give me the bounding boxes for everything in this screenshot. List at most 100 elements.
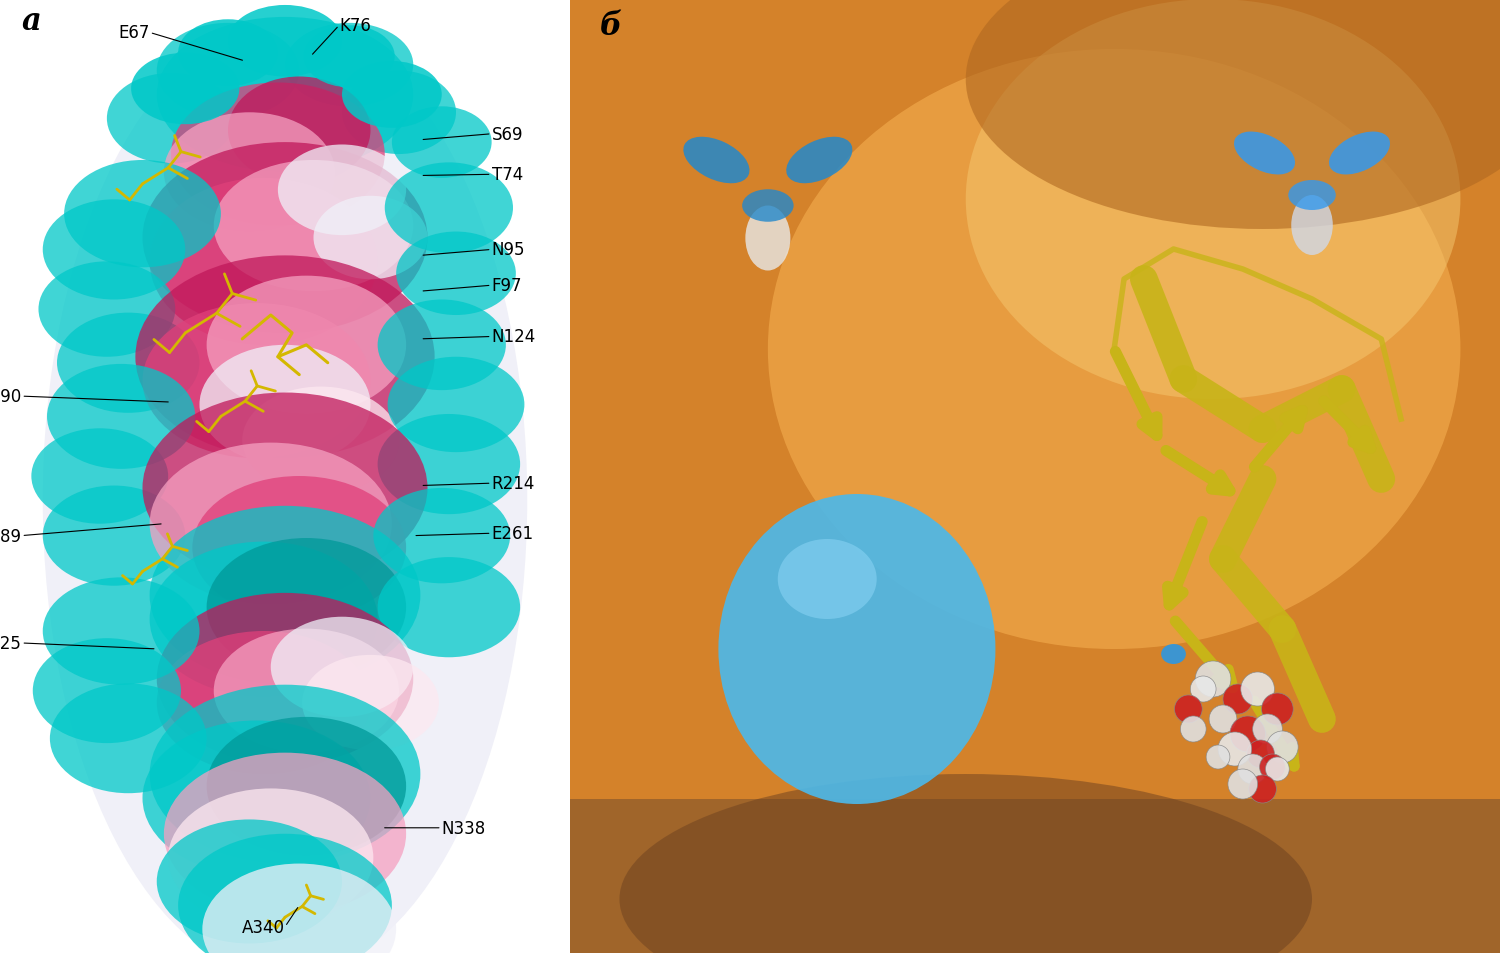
- Ellipse shape: [1248, 775, 1276, 803]
- Ellipse shape: [213, 161, 412, 292]
- Ellipse shape: [1292, 195, 1334, 255]
- Text: б: б: [600, 11, 621, 42]
- Ellipse shape: [384, 163, 513, 253]
- Ellipse shape: [1180, 717, 1206, 742]
- Ellipse shape: [387, 357, 525, 453]
- Ellipse shape: [1329, 132, 1390, 175]
- Ellipse shape: [106, 74, 236, 164]
- Ellipse shape: [342, 62, 441, 129]
- Ellipse shape: [314, 196, 428, 280]
- Text: Y325: Y325: [0, 635, 21, 652]
- Ellipse shape: [1209, 705, 1237, 733]
- Ellipse shape: [156, 820, 342, 943]
- Ellipse shape: [786, 137, 852, 184]
- Ellipse shape: [1234, 132, 1294, 175]
- Ellipse shape: [42, 200, 186, 300]
- Bar: [570, 800, 1500, 953]
- Ellipse shape: [378, 415, 520, 515]
- Ellipse shape: [228, 6, 342, 77]
- Ellipse shape: [32, 429, 168, 524]
- Ellipse shape: [142, 143, 427, 334]
- Text: N338: N338: [441, 819, 486, 837]
- Ellipse shape: [164, 113, 334, 233]
- Text: E67: E67: [118, 25, 150, 42]
- Ellipse shape: [168, 789, 374, 926]
- Ellipse shape: [130, 53, 240, 125]
- Ellipse shape: [302, 656, 439, 751]
- Ellipse shape: [966, 0, 1500, 230]
- Ellipse shape: [1191, 677, 1216, 702]
- Ellipse shape: [142, 720, 370, 876]
- Ellipse shape: [1196, 661, 1231, 698]
- Ellipse shape: [1246, 740, 1275, 768]
- Ellipse shape: [1206, 745, 1230, 769]
- Text: N124: N124: [492, 328, 536, 346]
- Ellipse shape: [1230, 717, 1266, 752]
- Text: T74: T74: [492, 166, 524, 184]
- Ellipse shape: [778, 539, 876, 619]
- Ellipse shape: [1228, 769, 1257, 800]
- Ellipse shape: [150, 179, 378, 346]
- Text: E261: E261: [492, 525, 534, 542]
- Text: A340: A340: [242, 918, 285, 936]
- Ellipse shape: [150, 506, 420, 685]
- Ellipse shape: [718, 495, 996, 804]
- Ellipse shape: [1260, 754, 1286, 781]
- Ellipse shape: [620, 774, 1312, 953]
- Ellipse shape: [228, 77, 370, 185]
- Text: F97: F97: [492, 277, 522, 294]
- Ellipse shape: [213, 629, 399, 753]
- Ellipse shape: [156, 24, 298, 119]
- Ellipse shape: [1262, 693, 1293, 725]
- Ellipse shape: [303, 27, 394, 89]
- Ellipse shape: [684, 137, 750, 184]
- Ellipse shape: [178, 20, 278, 87]
- Ellipse shape: [768, 50, 1461, 649]
- Ellipse shape: [966, 0, 1461, 399]
- Text: R214: R214: [492, 475, 536, 493]
- Ellipse shape: [150, 685, 420, 863]
- Ellipse shape: [1288, 181, 1336, 211]
- Ellipse shape: [178, 834, 392, 953]
- Ellipse shape: [392, 108, 492, 179]
- Ellipse shape: [202, 863, 396, 953]
- Ellipse shape: [243, 387, 399, 495]
- Ellipse shape: [142, 394, 427, 583]
- Text: N95: N95: [492, 241, 525, 259]
- Ellipse shape: [150, 542, 378, 697]
- Ellipse shape: [742, 190, 794, 222]
- Ellipse shape: [207, 538, 406, 677]
- Ellipse shape: [33, 639, 182, 743]
- Ellipse shape: [164, 753, 407, 915]
- Ellipse shape: [156, 18, 413, 172]
- Ellipse shape: [156, 593, 413, 764]
- Ellipse shape: [1222, 684, 1252, 714]
- Ellipse shape: [1161, 644, 1186, 664]
- Ellipse shape: [57, 314, 200, 414]
- Ellipse shape: [135, 256, 435, 458]
- Ellipse shape: [42, 24, 528, 953]
- Ellipse shape: [171, 84, 384, 227]
- Ellipse shape: [1238, 754, 1268, 784]
- Ellipse shape: [396, 233, 516, 315]
- Ellipse shape: [42, 578, 200, 685]
- Ellipse shape: [374, 489, 510, 583]
- Ellipse shape: [142, 304, 370, 458]
- Text: E189: E189: [0, 527, 21, 545]
- Ellipse shape: [1266, 731, 1298, 763]
- Ellipse shape: [1266, 758, 1290, 781]
- Ellipse shape: [746, 206, 790, 272]
- Ellipse shape: [270, 618, 413, 718]
- Ellipse shape: [207, 276, 406, 415]
- Text: R190: R190: [0, 388, 21, 406]
- Ellipse shape: [378, 300, 506, 391]
- Ellipse shape: [200, 346, 370, 465]
- Ellipse shape: [46, 364, 195, 470]
- Ellipse shape: [1252, 714, 1282, 744]
- Ellipse shape: [192, 476, 406, 619]
- Ellipse shape: [342, 71, 456, 155]
- Text: а: а: [21, 6, 40, 37]
- Ellipse shape: [42, 486, 186, 586]
- Ellipse shape: [1174, 696, 1202, 723]
- Ellipse shape: [207, 718, 406, 856]
